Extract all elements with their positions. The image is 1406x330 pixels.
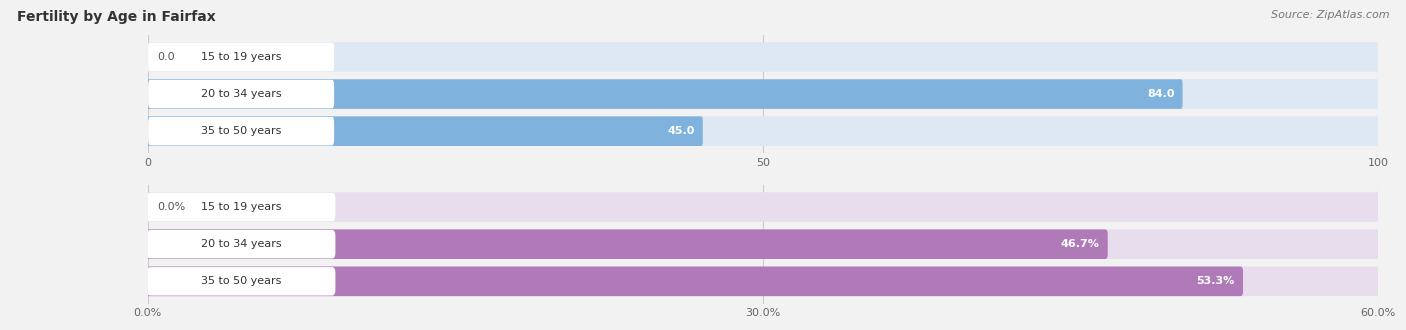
Text: 15 to 19 years: 15 to 19 years xyxy=(201,52,281,62)
FancyBboxPatch shape xyxy=(145,267,1243,296)
FancyBboxPatch shape xyxy=(146,79,1182,109)
Text: 20 to 34 years: 20 to 34 years xyxy=(201,239,281,249)
Text: 15 to 19 years: 15 to 19 years xyxy=(201,202,281,212)
Text: 45.0: 45.0 xyxy=(668,126,695,136)
Text: Source: ZipAtlas.com: Source: ZipAtlas.com xyxy=(1271,10,1389,20)
Text: 35 to 50 years: 35 to 50 years xyxy=(201,276,281,286)
FancyBboxPatch shape xyxy=(146,79,1379,109)
Text: 35 to 50 years: 35 to 50 years xyxy=(201,126,281,136)
FancyBboxPatch shape xyxy=(148,80,335,108)
FancyBboxPatch shape xyxy=(145,229,1108,259)
FancyBboxPatch shape xyxy=(146,230,336,258)
FancyBboxPatch shape xyxy=(146,116,703,146)
FancyBboxPatch shape xyxy=(145,229,1381,259)
FancyBboxPatch shape xyxy=(148,117,335,146)
FancyBboxPatch shape xyxy=(146,42,1379,72)
FancyBboxPatch shape xyxy=(148,43,335,71)
Text: 0.0%: 0.0% xyxy=(157,202,186,212)
FancyBboxPatch shape xyxy=(146,116,1379,146)
Text: 84.0: 84.0 xyxy=(1147,89,1175,99)
FancyBboxPatch shape xyxy=(146,267,336,296)
Text: 0.0: 0.0 xyxy=(157,52,176,62)
FancyBboxPatch shape xyxy=(145,192,1381,222)
Text: Fertility by Age in Fairfax: Fertility by Age in Fairfax xyxy=(17,10,215,24)
Text: 20 to 34 years: 20 to 34 years xyxy=(201,89,281,99)
FancyBboxPatch shape xyxy=(145,267,1381,296)
Text: 53.3%: 53.3% xyxy=(1197,276,1234,286)
FancyBboxPatch shape xyxy=(146,193,336,221)
Text: 46.7%: 46.7% xyxy=(1060,239,1099,249)
